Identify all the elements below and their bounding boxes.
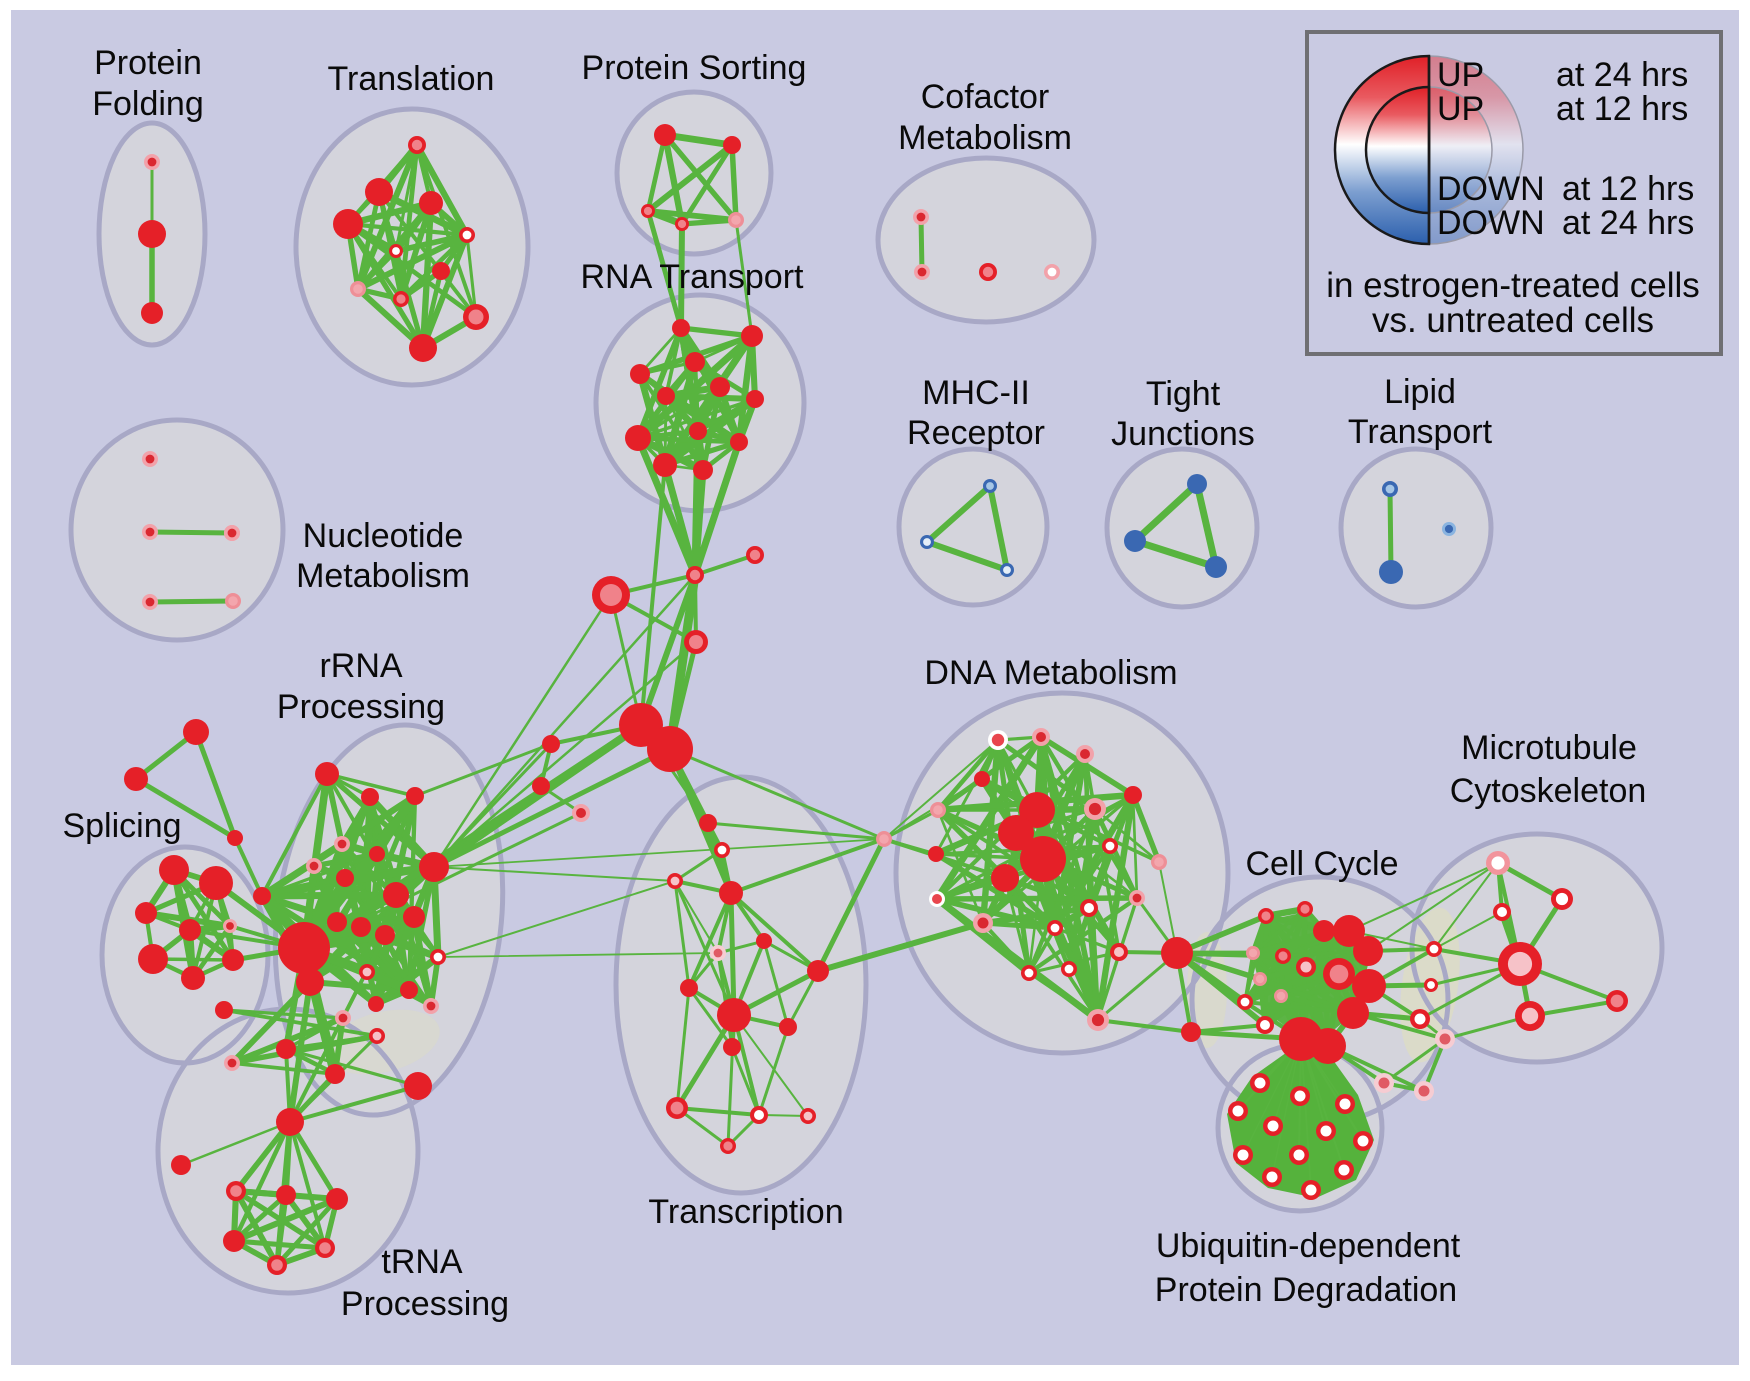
- svg-text:at 12 hrs: at 12 hrs: [1562, 170, 1694, 208]
- svg-text:UP: UP: [1437, 90, 1484, 128]
- svg-text:Cytoskeleton: Cytoskeleton: [1450, 772, 1647, 810]
- svg-text:DOWN: DOWN: [1437, 204, 1545, 242]
- svg-text:MHC-II: MHC-II: [922, 374, 1030, 412]
- svg-text:Translation: Translation: [328, 60, 495, 98]
- svg-text:rRNA: rRNA: [319, 647, 402, 685]
- svg-text:at 24 hrs: at 24 hrs: [1562, 204, 1694, 242]
- svg-text:Cell Cycle: Cell Cycle: [1245, 845, 1398, 883]
- svg-text:UP: UP: [1437, 56, 1484, 94]
- svg-text:at 12 hrs: at 12 hrs: [1556, 90, 1688, 128]
- svg-text:Receptor: Receptor: [907, 414, 1045, 452]
- svg-text:tRNA: tRNA: [381, 1243, 463, 1281]
- svg-text:DOWN: DOWN: [1437, 170, 1545, 208]
- svg-text:Junctions: Junctions: [1111, 415, 1255, 453]
- svg-text:Metabolism: Metabolism: [898, 119, 1072, 157]
- svg-text:in estrogen-treated cells: in estrogen-treated cells: [1326, 266, 1700, 305]
- svg-text:DNA Metabolism: DNA Metabolism: [924, 654, 1177, 692]
- svg-text:vs. untreated cells: vs. untreated cells: [1372, 301, 1654, 340]
- svg-text:Protein Sorting: Protein Sorting: [582, 49, 807, 87]
- svg-text:Processing: Processing: [277, 688, 445, 726]
- svg-text:Splicing: Splicing: [62, 807, 181, 845]
- svg-text:Ubiquitin-dependent: Ubiquitin-dependent: [1156, 1227, 1461, 1265]
- svg-text:at 24 hrs: at 24 hrs: [1556, 56, 1688, 94]
- svg-text:Cofactor: Cofactor: [921, 78, 1050, 116]
- svg-text:Transport: Transport: [1348, 413, 1493, 451]
- svg-text:Tight: Tight: [1146, 375, 1221, 413]
- svg-text:Processing: Processing: [341, 1285, 509, 1323]
- svg-text:Protein Degradation: Protein Degradation: [1155, 1271, 1457, 1309]
- svg-text:Transcription: Transcription: [648, 1193, 843, 1231]
- svg-text:Metabolism: Metabolism: [296, 557, 470, 595]
- svg-text:Folding: Folding: [92, 85, 204, 123]
- svg-text:RNA Transport: RNA Transport: [581, 258, 805, 296]
- svg-text:Protein: Protein: [94, 44, 202, 82]
- svg-text:Lipid: Lipid: [1384, 373, 1456, 411]
- svg-text:Nucleotide: Nucleotide: [303, 517, 464, 555]
- svg-text:Microtubule: Microtubule: [1461, 729, 1637, 767]
